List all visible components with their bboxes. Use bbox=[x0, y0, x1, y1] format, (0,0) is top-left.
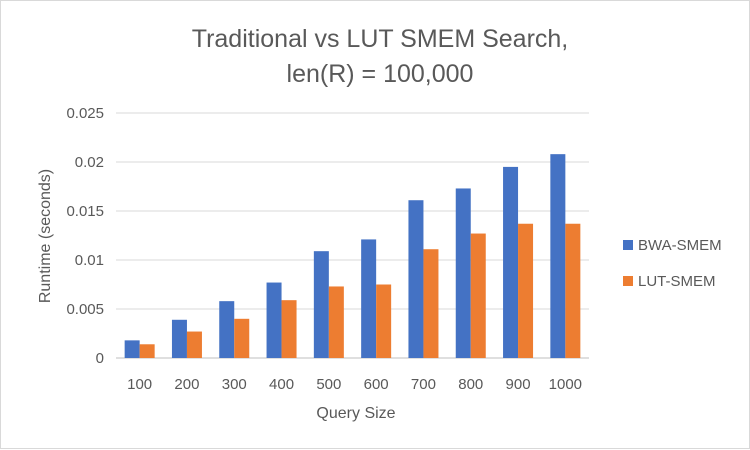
bar-lut-smem-600 bbox=[376, 284, 392, 358]
y-tick-label: 0 bbox=[96, 350, 104, 367]
legend: BWA-SMEM LUT-SMEM bbox=[623, 237, 722, 290]
x-tick-label: 900 bbox=[506, 376, 531, 393]
bar-lut-smem-500 bbox=[328, 286, 344, 358]
bar-bwa-smem-700 bbox=[408, 200, 424, 358]
x-tick-label: 200 bbox=[174, 376, 199, 393]
y-axis-ticks: 0 0.005 0.01 0.015 0.02 0.025 bbox=[66, 105, 104, 367]
bar-lut-smem-400 bbox=[281, 300, 297, 358]
x-tick-label: 100 bbox=[127, 376, 152, 393]
legend-swatch bbox=[623, 240, 633, 250]
bars bbox=[124, 154, 581, 358]
bar-bwa-smem-200 bbox=[171, 319, 187, 358]
chart-title-line2: len(R) = 100,000 bbox=[287, 60, 474, 88]
x-axis-title: Query Size bbox=[316, 405, 395, 422]
bar-lut-smem-1000 bbox=[565, 223, 581, 358]
y-tick-label: 0.015 bbox=[66, 203, 104, 220]
x-tick-label: 700 bbox=[411, 376, 436, 393]
x-tick-label: 1000 bbox=[549, 376, 582, 393]
bar-bwa-smem-500 bbox=[313, 251, 329, 358]
bar-lut-smem-700 bbox=[423, 249, 439, 358]
bar-bwa-smem-100 bbox=[124, 340, 140, 358]
bar-bwa-smem-900 bbox=[503, 166, 519, 358]
y-tick-label: 0.005 bbox=[66, 301, 104, 318]
x-tick-label: 300 bbox=[222, 376, 247, 393]
bar-lut-smem-300 bbox=[234, 318, 250, 358]
bar-bwa-smem-300 bbox=[219, 301, 235, 358]
chart-title-line1: Traditional vs LUT SMEM Search, bbox=[192, 25, 569, 53]
x-tick-label: 800 bbox=[458, 376, 483, 393]
bar-lut-smem-800 bbox=[470, 233, 486, 358]
x-tick-label: 400 bbox=[269, 376, 294, 393]
legend-label: BWA-SMEM bbox=[638, 237, 722, 254]
x-tick-label: 500 bbox=[316, 376, 341, 393]
bar-bwa-smem-800 bbox=[455, 188, 471, 358]
bar-bwa-smem-1000 bbox=[550, 154, 566, 358]
y-axis-title: Runtime (seconds) bbox=[37, 169, 54, 303]
x-tick-label: 600 bbox=[364, 376, 389, 393]
bar-lut-smem-200 bbox=[186, 331, 202, 358]
bar-lut-smem-100 bbox=[139, 344, 155, 358]
y-tick-label: 0.01 bbox=[75, 252, 104, 269]
y-tick-label: 0.025 bbox=[66, 105, 104, 122]
legend-label: LUT-SMEM bbox=[638, 273, 716, 290]
legend-swatch bbox=[623, 276, 633, 286]
bar-bwa-smem-400 bbox=[266, 282, 282, 358]
x-axis-ticks: 100 200 300 400 500 600 700 800 900 1000 bbox=[127, 376, 582, 393]
bar-lut-smem-900 bbox=[518, 223, 534, 358]
bar-bwa-smem-600 bbox=[361, 239, 377, 358]
y-tick-label: 0.02 bbox=[75, 154, 104, 171]
